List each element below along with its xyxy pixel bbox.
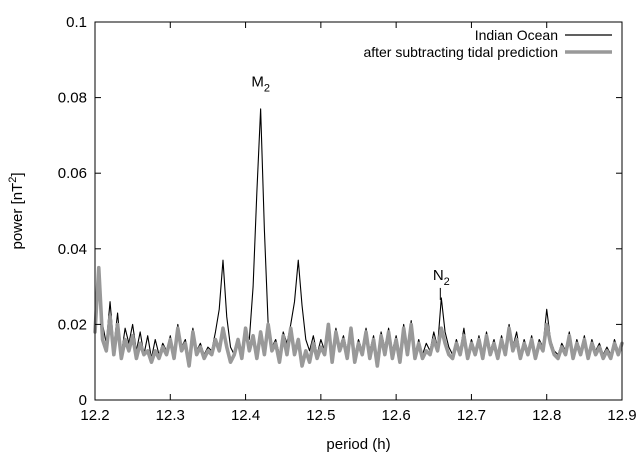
x-tick-label: 12.6 <box>382 407 411 424</box>
y-axis-label-main: power [nT <box>9 183 26 250</box>
annotation-n2-sub: 2 <box>444 276 450 288</box>
x-tick-label: 12.8 <box>532 407 561 424</box>
annotation-n2-label: N2 <box>433 267 450 288</box>
annotation-m2: M2 <box>251 73 270 94</box>
annotation-n2-main: N <box>433 267 444 284</box>
x-tick-label: 12.9 <box>607 407 636 424</box>
x-tick-label: 12.2 <box>80 407 109 424</box>
plot-lines <box>93 108 624 368</box>
y-tick-label: 0.1 <box>66 14 87 31</box>
annotation-m2-sub: 2 <box>264 82 270 94</box>
x-tick-label: 12.3 <box>156 407 185 424</box>
x-tick-label: 12.4 <box>231 407 260 424</box>
legend-label-after-subtracting: after subtracting tidal prediction <box>363 44 558 60</box>
y-tick-label: 0 <box>79 392 87 409</box>
y-tick-label: 0.06 <box>58 165 87 182</box>
series-line-after-subtracting <box>93 265 624 368</box>
x-axis-label: period (h) <box>326 436 390 453</box>
y-axis-label-close: ] <box>9 173 26 177</box>
y-tick-label: 0.08 <box>58 90 87 107</box>
annotation-m2-main: M <box>251 73 264 90</box>
plot-frame <box>94 21 623 401</box>
annotation-m2-label: M2 <box>251 73 270 94</box>
y-tick-label: 0.02 <box>58 316 87 333</box>
x-tick-label: 12.7 <box>457 407 486 424</box>
y-axis-label-sup: 2 <box>7 177 19 183</box>
x-tick-label: 12.5 <box>306 407 335 424</box>
axis-tick-labels: 12.2 12.3 12.4 12.5 12.6 12.7 12.8 12.9 0 0.02 0.0… <box>58 14 637 424</box>
series-line-indian-ocean <box>94 108 623 359</box>
legend: Indian Ocean after subtracting tidal pre… <box>363 27 612 60</box>
y-tick-label: 0.04 <box>58 241 87 258</box>
annotation-n2: N2 <box>433 267 450 300</box>
y-axis-label: power [nT2] <box>7 173 26 250</box>
legend-label-indian-ocean: Indian Ocean <box>475 27 558 43</box>
axis-ticks <box>94 21 623 401</box>
